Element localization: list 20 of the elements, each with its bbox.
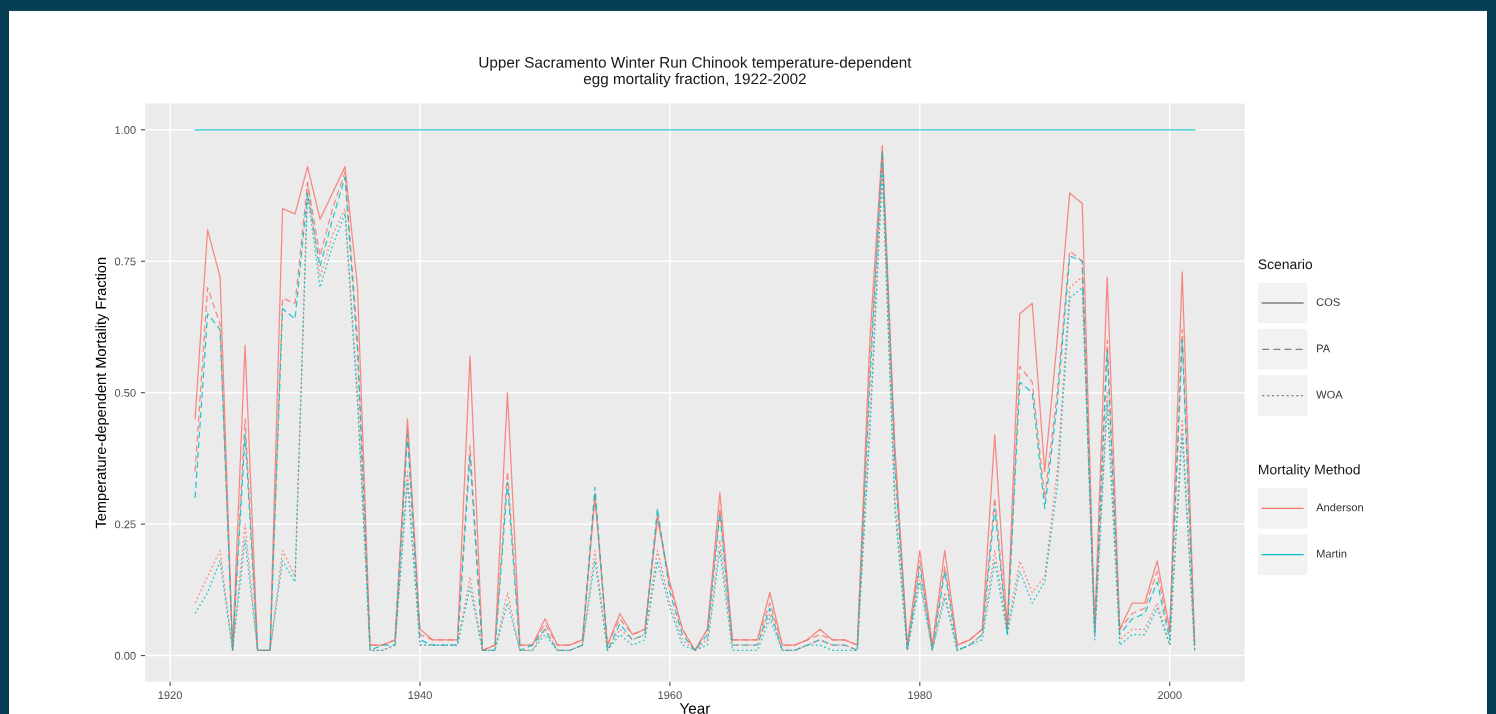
y-tick-label: 0.00 (114, 651, 136, 660)
text: Mortality Method (1259, 464, 1360, 478)
x-tick-label: 1940 (408, 691, 432, 700)
x-tick-label: 2000 (1157, 691, 1182, 700)
y-tick-label: 0.50 (114, 388, 136, 397)
y-tick-label: 1.00 (115, 126, 136, 134)
text: COS (1316, 298, 1340, 307)
text: Martin (1317, 549, 1347, 558)
x-tick-label: 1980 (908, 691, 932, 700)
y-tick-label: 0.75 (114, 257, 136, 266)
chart-title: Upper Sacramento Winter Run Chinook temperature-dependent egg mortality fraction, 1922-2002 (479, 56, 912, 88)
text: PA (1317, 344, 1331, 353)
text: WOA (1316, 390, 1343, 399)
text: Scenario (1258, 258, 1313, 270)
x-tick-label: 1960 (658, 691, 682, 700)
x-tick-label: 1920 (158, 691, 183, 700)
y-axis-title: Temperature-dependent Mortality Fraction (95, 257, 109, 529)
x-axis-title: Year (679, 703, 711, 714)
y-tick-label: 0.25 (114, 520, 136, 529)
text: Anderson (1316, 503, 1363, 512)
